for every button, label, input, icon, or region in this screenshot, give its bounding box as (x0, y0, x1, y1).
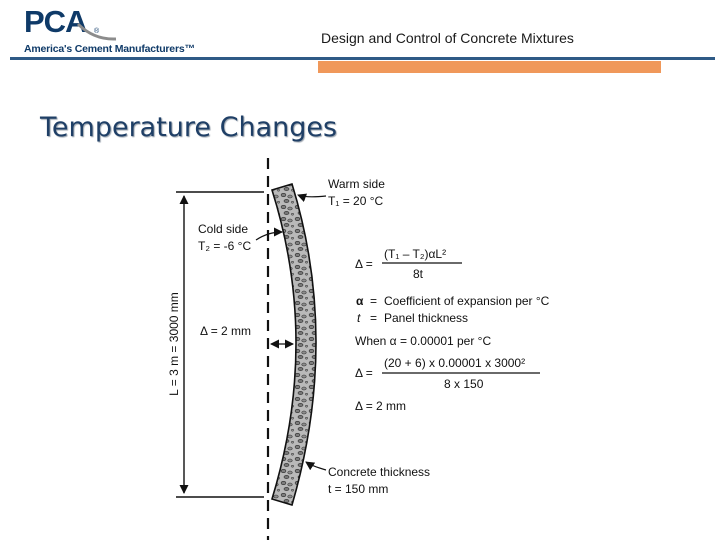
formula-numerator: (T₁ – T₂)αL² (384, 247, 446, 261)
formula-lhs: Δ = (355, 257, 373, 271)
alpha-symbol: α (356, 294, 364, 308)
header-title: Design and Control of Concrete Mixtures (321, 30, 574, 46)
t-equals: = (370, 311, 377, 325)
result-label: Δ = 2 mm (355, 399, 406, 413)
warm-side-leader (297, 193, 327, 203)
calc-denominator: 8 x 150 (444, 377, 484, 391)
header-rule-blue (10, 57, 715, 60)
concrete-thickness-label: Concrete thickness (328, 465, 430, 479)
logo-registered-mark: ® (94, 28, 100, 35)
calc-numerator: (20 + 6) x 0.00001 x 3000² (384, 356, 525, 370)
pca-logo: PCA ® America's Cement Manufacturers™ (24, 4, 195, 56)
thickness-leader (305, 461, 327, 471)
calc-lhs: Δ = (355, 366, 373, 380)
alpha-equals: = (370, 294, 377, 308)
t-description: Panel thickness (384, 311, 468, 325)
logo-swoosh-icon (76, 22, 117, 41)
deflection-label: Δ = 2 mm (200, 324, 251, 338)
concrete-panel (270, 183, 317, 506)
t-symbol: t (357, 311, 361, 325)
length-label: L = 3 m = 3000 mm (167, 292, 181, 396)
cold-temp-label: T₂ = -6 °C (198, 239, 251, 253)
thickness-value-label: t = 150 mm (328, 482, 388, 496)
warm-side-label: Warm side (328, 177, 385, 191)
warm-temp-label: T₁ = 20 °C (328, 194, 384, 208)
alpha-description: Coefficient of expansion per °C (384, 294, 550, 308)
slide-title: Temperature Changes (40, 112, 338, 143)
header-rule-orange (318, 61, 661, 73)
logo-wordmark: PCA (24, 4, 87, 39)
cold-side-label: Cold side (198, 222, 248, 236)
formula-denominator: 8t (413, 267, 424, 281)
logo-tagline: America's Cement Manufacturers™ (24, 43, 195, 55)
cold-side-leader (255, 227, 283, 241)
when-alpha-text: When α = 0.00001 per °C (355, 334, 491, 348)
